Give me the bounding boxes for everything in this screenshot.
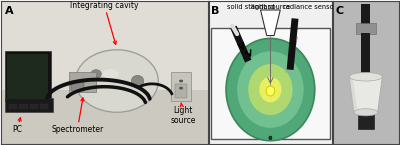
Bar — [211, 28, 330, 139]
Polygon shape — [260, 10, 280, 36]
Circle shape — [269, 136, 272, 140]
Bar — [20, 104, 28, 109]
Circle shape — [266, 86, 275, 96]
Bar — [5, 51, 50, 101]
Bar — [69, 72, 96, 92]
Circle shape — [179, 80, 183, 83]
Text: radiance sensor: radiance sensor — [283, 4, 336, 10]
Bar — [1, 1, 208, 90]
Bar — [171, 72, 192, 101]
Bar — [358, 111, 374, 129]
Ellipse shape — [102, 69, 119, 79]
Text: Integrating cavity: Integrating cavity — [70, 1, 139, 44]
Text: Light
source: Light source — [170, 103, 196, 125]
Bar — [30, 104, 38, 109]
Ellipse shape — [75, 50, 158, 112]
Bar — [1, 90, 208, 144]
Bar — [175, 84, 187, 98]
Bar — [361, 33, 370, 75]
Bar — [9, 104, 17, 109]
Bar — [361, 4, 370, 24]
Polygon shape — [349, 77, 382, 112]
Circle shape — [179, 87, 183, 90]
Text: PC: PC — [12, 118, 22, 134]
Bar — [7, 54, 48, 99]
Polygon shape — [349, 77, 358, 112]
Text: light source: light source — [251, 4, 290, 10]
Text: B: B — [211, 6, 220, 16]
Bar — [5, 98, 53, 112]
Bar — [71, 83, 84, 91]
Circle shape — [226, 38, 315, 141]
Circle shape — [259, 77, 282, 102]
Circle shape — [248, 64, 292, 115]
Bar — [356, 23, 376, 34]
Bar — [40, 104, 48, 109]
Ellipse shape — [349, 72, 382, 81]
Ellipse shape — [131, 75, 144, 87]
Ellipse shape — [354, 109, 378, 116]
Text: Spectrometer: Spectrometer — [51, 98, 104, 134]
Ellipse shape — [91, 70, 101, 78]
Text: A: A — [5, 6, 14, 16]
Circle shape — [237, 51, 304, 128]
Text: C: C — [336, 6, 344, 16]
Text: solid standard: solid standard — [227, 4, 275, 10]
